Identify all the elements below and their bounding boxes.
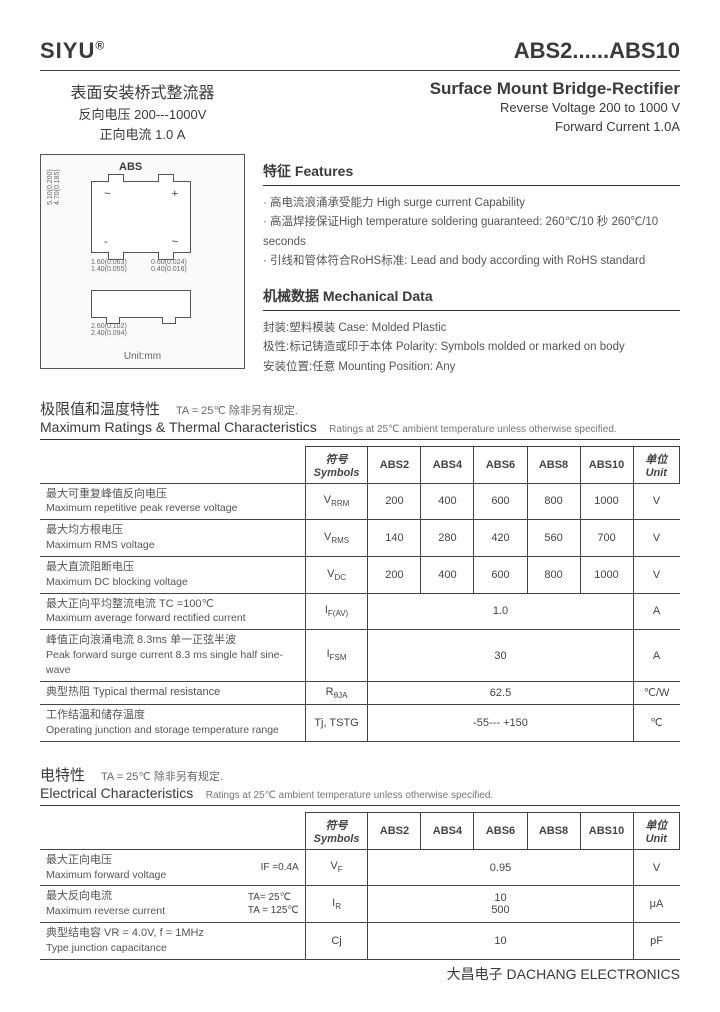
max-cn: 极限值和温度特性 xyxy=(40,398,160,419)
max-rule xyxy=(40,439,680,440)
max-cond: TA = 25℃ 除非另有规定. xyxy=(176,402,298,418)
package-drawing: ABS ~ + - ~ 1.60(0.063)1.40(0.055) 0.60(… xyxy=(40,154,245,369)
cn-sub1: 反向电压 200---1000V xyxy=(40,105,245,125)
cn-title: 表面安装桥式整流器 xyxy=(40,79,245,103)
mech-list: 封装:塑料模装 Case: Molded Plastic 极性:标记铸造或印于本… xyxy=(263,319,680,378)
header: SIYU® ABS2......ABS10 xyxy=(40,38,680,64)
elec-section-title: 电特性 TA = 25℃ 除非另有规定. xyxy=(40,764,680,785)
feature-item: 引线和管体符合RoHS标准: Lead and body according w… xyxy=(263,252,680,272)
en-sub1: Reverse Voltage 200 to 1000 V xyxy=(263,99,680,118)
mech-heading: 机械数据 Mechanical Data xyxy=(263,286,680,311)
elec-rule xyxy=(40,805,680,806)
right-column: Surface Mount Bridge-Rectifier Reverse V… xyxy=(263,79,680,378)
mech-item: 封装:塑料模装 Case: Molded Plastic xyxy=(263,319,680,339)
max-ratings-table: 符号SymbolsABS2ABS4ABS6ABS8ABS10单位Unit最大可重… xyxy=(40,446,680,742)
max-section-title: 极限值和温度特性 TA = 25℃ 除非另有规定. xyxy=(40,398,680,419)
en-title: Surface Mount Bridge-Rectifier xyxy=(263,79,680,99)
mech-item: 极性:标记铸造或印于本体 Polarity: Symbols molded or… xyxy=(263,338,680,358)
pkg-label: ABS xyxy=(119,161,142,173)
feature-item: 高电流浪涌承受能力 High surge current Capability xyxy=(263,194,680,214)
features-list: 高电流浪涌承受能力 High surge current Capability … xyxy=(263,194,680,272)
part-number: ABS2......ABS10 xyxy=(514,38,680,64)
max-en: Maximum Ratings & Thermal Characteristic… xyxy=(40,419,317,435)
features-heading: 特征 Features xyxy=(263,161,680,186)
feature-item: 高温焊接保证High temperature soldering guarant… xyxy=(263,213,680,252)
header-rule xyxy=(40,70,680,71)
en-sub2: Forward Current 1.0A xyxy=(263,118,680,137)
electrical-table: 符号SymbolsABS2ABS4ABS6ABS8ABS10单位Unit最大正向… xyxy=(40,812,680,960)
footer-company: 大昌电子 DACHANG ELECTRONICS xyxy=(447,964,680,984)
pkg-top-view: ~ + - ~ xyxy=(91,181,191,253)
elec-en-row: Electrical Characteristics Ratings at 25… xyxy=(40,785,680,803)
brand-logo: SIYU® xyxy=(40,38,105,64)
max-note: Ratings at 25℃ ambient temperature unles… xyxy=(329,424,617,435)
elec-cond: TA = 25℃ 除非另有规定. xyxy=(101,768,223,784)
elec-note: Ratings at 25℃ ambient temperature unles… xyxy=(206,790,494,801)
pkg-side-view xyxy=(91,290,191,318)
max-en-row: Maximum Ratings & Thermal Characteristic… xyxy=(40,419,680,437)
cn-sub2: 正向电流 1.0 A xyxy=(40,125,245,145)
brand-text: SIYU xyxy=(40,38,95,63)
top-block: 表面安装桥式整流器 反向电压 200---1000V 正向电流 1.0 A AB… xyxy=(40,79,680,378)
elec-en: Electrical Characteristics xyxy=(40,785,193,801)
elec-cn: 电特性 xyxy=(40,764,85,785)
mech-item: 安装位置:任意 Mounting Position: Any xyxy=(263,358,680,378)
pkg-unit: Unit:mm xyxy=(41,351,244,362)
left-column: 表面安装桥式整流器 反向电压 200---1000V 正向电流 1.0 A AB… xyxy=(40,79,245,378)
